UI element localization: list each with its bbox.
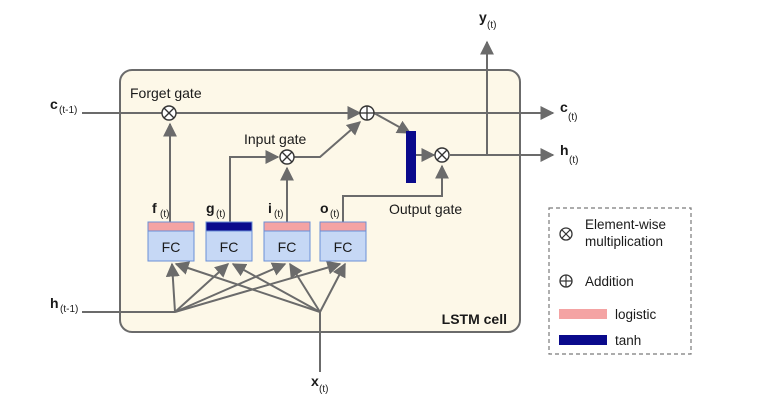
fc-label-g: FC	[220, 239, 239, 255]
add-icon	[359, 105, 375, 121]
layer-name-i: i	[268, 200, 272, 216]
h-out-label: h	[560, 142, 569, 158]
layer-name-o: o	[320, 200, 329, 216]
x-label: x	[311, 373, 319, 389]
legend-add-icon	[559, 274, 573, 288]
h-prev-sub: (t-1)	[60, 304, 78, 315]
legend-multiply-icon	[559, 227, 573, 241]
c-prev-sub: (t-1)	[59, 105, 77, 116]
layer-g: FC	[205, 221, 253, 262]
layer-name-g: g	[206, 200, 215, 216]
h-prev-label: h	[50, 295, 59, 311]
c-prev-label: c	[50, 96, 58, 112]
fc-label-o: FC	[334, 239, 353, 255]
o-to-output-mult-wire	[342, 164, 449, 222]
g-to-input-mult-wire	[229, 150, 280, 222]
layer-i: FC	[263, 221, 311, 262]
layer-sub-i: (t)	[274, 209, 283, 220]
fc-box-g	[205, 230, 253, 262]
forget-multiply-icon	[161, 105, 177, 121]
layer-sub-f: (t)	[160, 209, 169, 220]
tanh-bar	[406, 131, 416, 183]
output-gate-label: Output gate	[389, 201, 462, 217]
layer-o: FC	[319, 221, 367, 262]
legend-box	[548, 207, 692, 355]
layer-sub-o: (t)	[330, 209, 339, 220]
fc-box-o	[319, 230, 367, 262]
legend-tanh-label: tanh	[615, 333, 641, 348]
input-multiply-icon	[279, 149, 295, 165]
y-label: y	[479, 9, 487, 25]
c-to-tanh-wire	[373, 112, 412, 134]
legend-multiply-line2: multiplication	[585, 234, 663, 249]
fc-box-f	[147, 230, 195, 262]
lstm-cell-title: LSTM cell	[442, 311, 507, 327]
layer-f: FC	[147, 221, 195, 262]
h-out-sub: (t)	[569, 155, 578, 166]
fan-in-wires	[165, 260, 346, 313]
layer-name-f: f	[152, 200, 157, 216]
c-out-sub: (t)	[568, 112, 577, 123]
legend-add-label: Addition	[585, 274, 634, 289]
input-gate-label: Input gate	[244, 131, 306, 147]
input-to-add-wire	[294, 121, 362, 158]
layer-sub-g: (t)	[216, 209, 225, 220]
legend-multiply-line1: Element-wise	[585, 217, 666, 232]
fc-box-i	[263, 230, 311, 262]
legend-tanh-swatch	[559, 335, 607, 345]
fc-label-i: FC	[278, 239, 297, 255]
legend-logistic-label: logistic	[615, 307, 657, 322]
x-sub: (t)	[319, 384, 328, 395]
y-sub: (t)	[487, 20, 496, 31]
c-out-label: c	[560, 99, 568, 115]
output-multiply-icon	[434, 147, 450, 163]
legend-logistic-swatch	[559, 309, 607, 319]
fc-label-f: FC	[162, 239, 181, 255]
forget-gate-label: Forget gate	[130, 85, 202, 101]
